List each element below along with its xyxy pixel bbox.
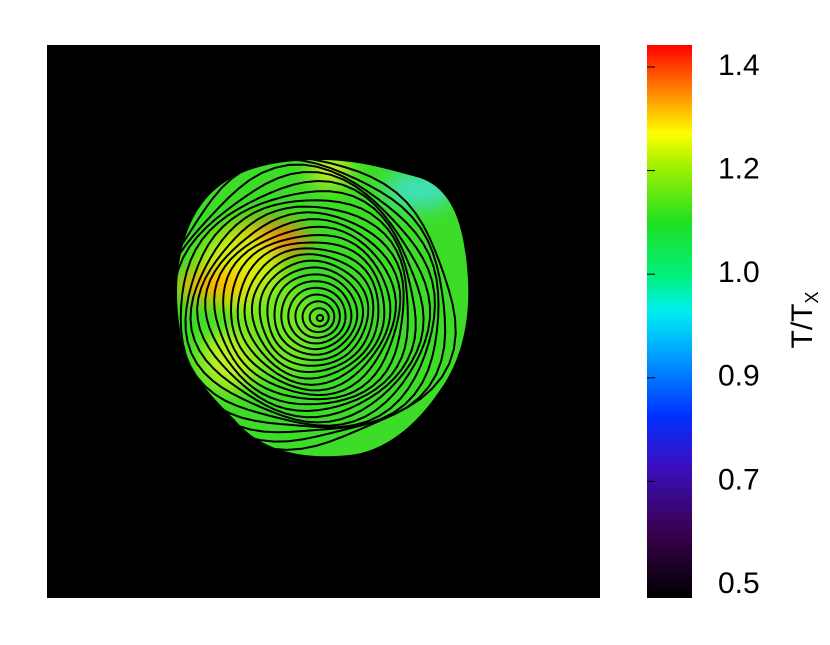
colorbar-tick-label: 0.7 bbox=[718, 463, 760, 496]
contour bbox=[243, 247, 380, 380]
colorbar-label-main: T/T bbox=[786, 304, 819, 349]
contour bbox=[301, 300, 336, 334]
colorbar-tick-label: 1.4 bbox=[718, 49, 760, 82]
contour bbox=[222, 225, 397, 397]
colorbar-tick-label: 0.5 bbox=[718, 567, 760, 600]
contour bbox=[251, 253, 375, 374]
contour bbox=[236, 241, 386, 386]
contour bbox=[179, 179, 432, 427]
colorbar-label-sub: X bbox=[802, 291, 822, 303]
contour bbox=[315, 314, 325, 322]
contour bbox=[266, 266, 365, 362]
contour bbox=[213, 218, 402, 401]
colorbar-tick-label: 1.2 bbox=[718, 153, 760, 186]
colorbar bbox=[647, 45, 692, 598]
contour bbox=[177, 160, 447, 443]
contour bbox=[258, 259, 370, 367]
contours bbox=[177, 160, 457, 451]
contour bbox=[184, 190, 425, 424]
contour bbox=[177, 170, 436, 429]
colorbar-tick-label: 1.0 bbox=[718, 256, 760, 289]
colorbar-ticks: 0.5 0.7 0.9 1.0 1.2 1.4 bbox=[647, 49, 760, 600]
contour bbox=[196, 205, 409, 413]
contour bbox=[189, 199, 417, 419]
colorbar-label: T/TX bbox=[786, 291, 822, 348]
contour bbox=[280, 280, 353, 351]
contour bbox=[287, 286, 347, 345]
contour bbox=[229, 233, 392, 392]
contour bbox=[177, 160, 457, 451]
colorbar-tick-label: 0.9 bbox=[718, 360, 760, 393]
temperature-map bbox=[177, 160, 469, 457]
contour bbox=[294, 293, 341, 339]
contour bbox=[204, 211, 405, 406]
contour bbox=[273, 273, 359, 356]
contour bbox=[308, 307, 330, 328]
